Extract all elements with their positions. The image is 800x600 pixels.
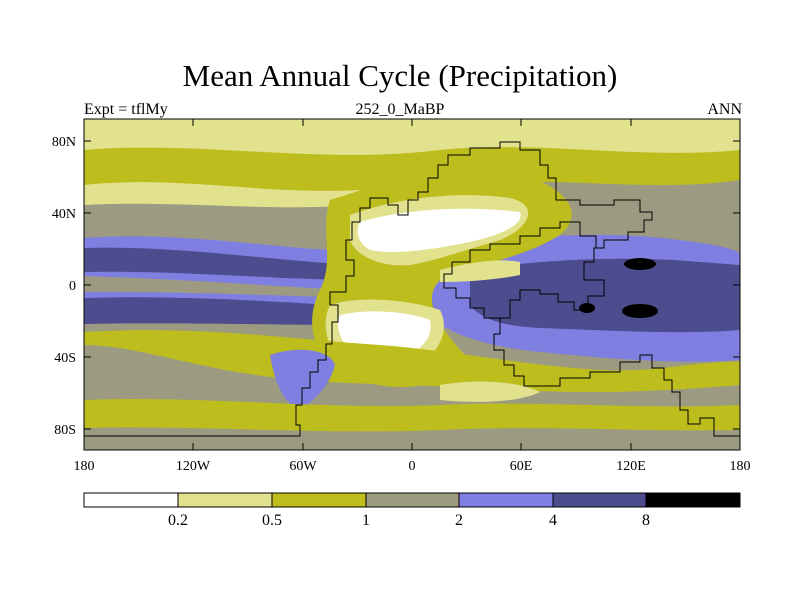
extreme-cell-north	[624, 258, 656, 270]
equatorial-arid-strip	[440, 260, 520, 282]
south-itcz-core	[84, 297, 350, 325]
north-midlat-light	[84, 182, 360, 208]
colorbar: 0.2 0.5 1 2 4 8	[83, 492, 741, 529]
continent-coastline	[84, 141, 740, 437]
colorbar-label-2: 1	[362, 512, 370, 529]
colorbar-frame	[83, 492, 741, 508]
x-axis: 180 120W 60W 0 60E 120E 180	[74, 119, 751, 474]
colorbar-label-5: 8	[642, 512, 650, 529]
y-label-80n: 80N	[52, 135, 76, 150]
colorbar-box-2	[272, 493, 366, 507]
x-label-60e: 60E	[510, 459, 533, 474]
colorbar-label-0: 0.2	[168, 512, 188, 529]
tethys-coastline	[452, 221, 597, 263]
colorbar-box-1	[178, 493, 272, 507]
southern-light-patch	[440, 381, 540, 402]
southern-band	[84, 398, 740, 432]
north-desert	[357, 208, 521, 253]
x-label-0: 0	[409, 459, 416, 474]
colorbar-box-3	[366, 493, 459, 507]
y-label-eq: 0	[69, 279, 76, 294]
season-label: ANN	[707, 101, 742, 118]
south-storm-track	[84, 330, 740, 393]
plot-title: Mean Annual Cycle (Precipitation)	[182, 58, 618, 93]
x-label-180e: 180	[730, 459, 751, 474]
y-label-80s: 80S	[54, 423, 76, 438]
extreme-cell-west	[579, 303, 595, 313]
colorbar-label-3: 2	[455, 512, 463, 529]
north-storm-track	[84, 147, 740, 193]
extreme-cell-south	[622, 304, 658, 318]
colorbar-label-1: 0.5	[262, 512, 282, 529]
colorbar-box-6	[646, 493, 740, 507]
eastern-heavy-core	[470, 258, 740, 333]
x-label-180w: 180	[74, 459, 95, 474]
colorbar-box-4	[459, 493, 553, 507]
y-axis: 80N 40N 0 40S 80S	[52, 135, 740, 438]
southwest-wet-patch	[270, 349, 335, 410]
inner-coastline	[443, 262, 500, 319]
x-label-120e: 120E	[616, 459, 646, 474]
y-label-40n: 40N	[52, 207, 76, 222]
equatorial-gap	[84, 276, 350, 298]
colorbar-label-4: 4	[549, 512, 557, 529]
north-itcz-core	[84, 247, 360, 280]
x-label-60w: 60W	[289, 459, 317, 474]
experiment-label: Expt = tflMy	[84, 101, 168, 118]
period-label: 252_0_MaBP	[355, 101, 445, 118]
precipitation-field	[84, 119, 740, 450]
colorbar-box-0	[84, 493, 178, 507]
y-label-40s: 40S	[54, 351, 76, 366]
x-label-120w: 120W	[176, 459, 211, 474]
colorbar-box-5	[553, 493, 646, 507]
